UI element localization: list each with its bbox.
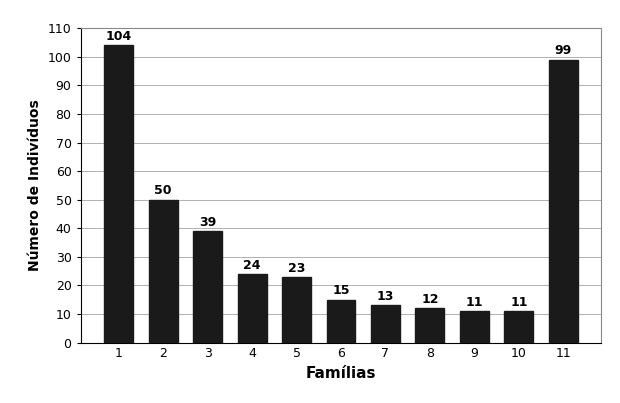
Text: 11: 11 (510, 296, 528, 309)
Bar (193, 231, 222, 343)
X-axis label: Famílias: Famílias (306, 366, 376, 381)
Bar (460, 311, 489, 343)
Bar (371, 305, 400, 343)
Text: 15: 15 (332, 285, 350, 297)
Text: 24: 24 (243, 259, 261, 272)
Bar (282, 277, 311, 343)
Text: 39: 39 (199, 216, 216, 229)
Bar (149, 199, 177, 343)
Bar (327, 300, 355, 343)
Bar (237, 274, 267, 343)
Text: 50: 50 (154, 185, 172, 197)
Text: 11: 11 (466, 296, 483, 309)
Bar (505, 311, 533, 343)
Text: 13: 13 (377, 290, 394, 303)
Text: 99: 99 (555, 44, 572, 57)
Bar (549, 60, 578, 343)
Text: 104: 104 (105, 30, 132, 43)
Text: 23: 23 (288, 262, 305, 274)
Bar (104, 46, 133, 343)
Y-axis label: Número de Indivíduos: Número de Indivíduos (28, 100, 42, 271)
Bar (415, 308, 445, 343)
Text: 12: 12 (421, 293, 439, 306)
